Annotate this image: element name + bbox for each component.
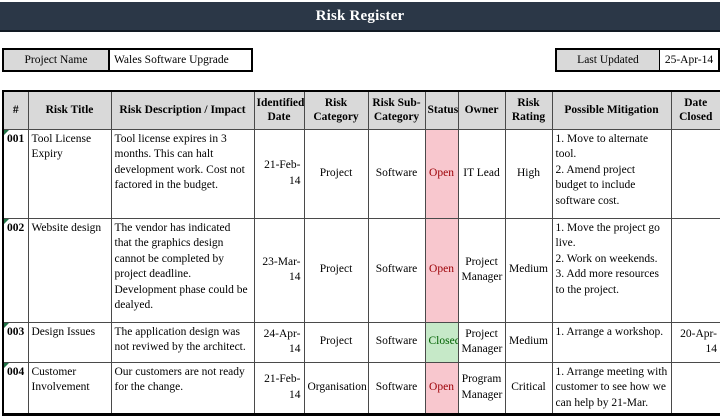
title-bar: Risk Register: [0, 2, 720, 32]
cell-owner[interactable]: Project Manager: [457, 217, 506, 323]
cell-risk-rating[interactable]: Medium: [504, 321, 553, 363]
column-header-4: Risk Category: [303, 90, 369, 130]
cell-risk-rating[interactable]: Critical: [504, 361, 553, 415]
cell-status[interactable]: Closed: [424, 321, 459, 363]
cell-date-closed[interactable]: [670, 128, 720, 219]
column-header-2: Risk Description / Impact: [110, 90, 255, 130]
cell-risk-rating[interactable]: Medium: [504, 217, 553, 323]
cell-owner[interactable]: IT Lead: [457, 128, 506, 219]
cell-identified-date[interactable]: 21-Feb-14: [253, 128, 305, 219]
cell-identified-date[interactable]: 23-Mar-14: [253, 217, 305, 323]
cell-possible-mitigation[interactable]: 1. Arrange meeting with customer to see …: [551, 361, 672, 415]
column-header-5: Risk Sub-Category: [367, 90, 426, 130]
cell-risk-description[interactable]: The vendor has indicated that the graphi…: [110, 217, 255, 323]
column-header-1: Risk Title: [27, 90, 112, 130]
cell-status[interactable]: Open: [424, 217, 459, 323]
error-flag-icon: [4, 362, 9, 368]
cell-risk-title[interactable]: Website design: [27, 217, 112, 323]
cell-id[interactable]: 002: [2, 217, 29, 323]
cell-risk-subcategory[interactable]: Software: [367, 128, 426, 219]
table-header-row: # Risk Title Risk Description / Impact Iden…: [2, 90, 720, 130]
project-name-box: Project Name Wales Software Upgrade: [2, 48, 253, 72]
cell-owner[interactable]: Project Manager: [457, 321, 506, 363]
table-row: 001 Tool License Expiry Tool license exp…: [2, 128, 720, 219]
cell-risk-subcategory[interactable]: Software: [367, 217, 426, 323]
cell-risk-rating[interactable]: High: [504, 128, 553, 219]
cell-risk-description[interactable]: Tool license expires in 3 months. This c…: [110, 128, 255, 219]
last-updated-label: Last Updated: [557, 50, 660, 70]
cell-risk-title[interactable]: Customer Involvement: [27, 361, 112, 415]
cell-risk-subcategory[interactable]: Software: [367, 321, 426, 363]
error-flag-icon: [4, 323, 9, 328]
column-header-10: Date Closed: [670, 90, 720, 130]
cell-possible-mitigation[interactable]: 1. Arrange a workshop.: [551, 321, 672, 363]
cell-identified-date[interactable]: 24-Apr-14: [253, 321, 305, 363]
cell-possible-mitigation[interactable]: 1. Move the project go live. 2. Work on …: [551, 217, 672, 323]
page-title: Risk Register: [315, 7, 405, 24]
error-flag-icon: [4, 219, 9, 224]
last-updated-value[interactable]: 25-Apr-14: [660, 50, 718, 70]
error-flag-icon: [4, 130, 9, 135]
cell-date-closed[interactable]: 20-Apr-14: [670, 321, 720, 363]
cell-risk-category[interactable]: Organisation: [303, 361, 369, 415]
risk-table: # Risk Title Risk Description / Impact Iden…: [2, 90, 720, 416]
cell-id[interactable]: 001: [2, 128, 29, 219]
cell-risk-subcategory[interactable]: Software: [367, 361, 426, 415]
column-header-6: Status: [424, 90, 459, 130]
cell-status[interactable]: Open: [424, 128, 459, 219]
cell-identified-date[interactable]: 21-Feb-14: [253, 361, 305, 415]
project-name-value[interactable]: Wales Software Upgrade: [110, 50, 249, 70]
cell-id[interactable]: 004: [2, 361, 29, 415]
cell-risk-category[interactable]: Project: [303, 321, 369, 363]
cell-risk-category[interactable]: Project: [303, 217, 369, 323]
last-updated-box: Last Updated 25-Apr-14: [555, 48, 720, 72]
cell-possible-mitigation[interactable]: 1. Move to alternate tool. 2. Amend proj…: [551, 128, 672, 219]
cell-risk-category[interactable]: Project: [303, 128, 369, 219]
column-header-3: Identified Date: [253, 90, 305, 130]
column-header-9: Possible Mitigation: [551, 90, 672, 130]
table-row: 004 Customer Involvement Our customers a…: [2, 361, 720, 415]
table-row: 002 Website design The vendor has indica…: [2, 217, 720, 323]
project-name-label: Project Name: [4, 50, 110, 70]
cell-owner[interactable]: Program Manager: [457, 361, 506, 415]
cell-date-closed[interactable]: [670, 217, 720, 323]
column-header-0: #: [2, 90, 29, 130]
cell-risk-title[interactable]: Tool License Expiry: [27, 128, 112, 219]
cell-id[interactable]: 003: [2, 321, 29, 363]
cell-date-closed[interactable]: [670, 361, 720, 415]
table-row: 003 Design Issues The application design…: [2, 321, 720, 363]
cell-risk-title[interactable]: Design Issues: [27, 321, 112, 363]
column-header-8: Risk Rating: [504, 90, 553, 130]
cell-status[interactable]: Open: [424, 361, 459, 415]
cell-risk-description[interactable]: The application design was not reviwed b…: [110, 321, 255, 363]
column-header-7: Owner: [457, 90, 506, 130]
table-body: 001 Tool License Expiry Tool license exp…: [2, 128, 720, 415]
cell-risk-description[interactable]: Our customers are not ready for the chan…: [110, 361, 255, 415]
